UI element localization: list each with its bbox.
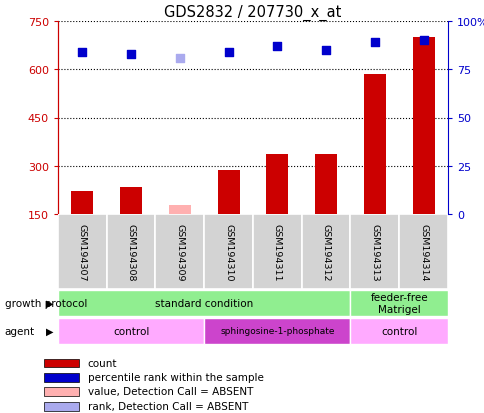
Bar <box>155 214 204 289</box>
Text: value, Detection Call = ABSENT: value, Detection Call = ABSENT <box>88 387 253 396</box>
Text: control: control <box>380 326 417 336</box>
Bar <box>350 214 398 289</box>
Bar <box>58 214 106 289</box>
Bar <box>363 75 385 214</box>
Text: sphingosine-1-phosphate: sphingosine-1-phosphate <box>220 327 334 336</box>
Bar <box>168 206 190 214</box>
Bar <box>58 290 350 316</box>
Point <box>273 44 281 50</box>
Point <box>224 50 232 56</box>
Bar <box>45 387 78 396</box>
Text: GSM194312: GSM194312 <box>321 223 330 280</box>
Text: GSM194307: GSM194307 <box>78 223 87 280</box>
Bar <box>350 290 447 316</box>
Text: control: control <box>113 326 149 336</box>
Text: feeder-free
Matrigel: feeder-free Matrigel <box>370 292 427 314</box>
Title: GDS2832 / 207730_x_at: GDS2832 / 207730_x_at <box>164 5 341 21</box>
Point <box>419 38 426 45</box>
Bar <box>253 214 301 289</box>
Text: ▶: ▶ <box>45 298 53 308</box>
Point <box>176 55 183 62</box>
Bar <box>398 214 447 289</box>
Bar <box>204 318 350 344</box>
Bar <box>71 191 93 214</box>
Point <box>370 40 378 46</box>
Text: agent: agent <box>5 326 35 336</box>
Text: GSM194308: GSM194308 <box>126 223 136 280</box>
Text: growth protocol: growth protocol <box>5 298 87 308</box>
Text: GSM194313: GSM194313 <box>370 223 378 280</box>
Bar <box>204 214 253 289</box>
Text: GSM194314: GSM194314 <box>418 223 427 280</box>
Text: rank, Detection Call = ABSENT: rank, Detection Call = ABSENT <box>88 401 248 411</box>
Text: percentile rank within the sample: percentile rank within the sample <box>88 372 263 382</box>
Bar <box>120 188 142 214</box>
Bar <box>266 155 288 214</box>
Bar <box>45 373 78 382</box>
Bar <box>58 318 204 344</box>
Bar <box>45 402 78 411</box>
Text: standard condition: standard condition <box>155 298 253 308</box>
Bar <box>301 214 350 289</box>
Text: GSM194310: GSM194310 <box>224 223 233 280</box>
Point <box>321 47 329 54</box>
Bar <box>106 214 155 289</box>
Point <box>78 50 86 56</box>
Bar <box>315 154 336 214</box>
Point <box>127 51 135 58</box>
Text: GSM194309: GSM194309 <box>175 223 184 280</box>
Text: count: count <box>88 358 117 368</box>
Text: GSM194311: GSM194311 <box>272 223 281 280</box>
Text: ▶: ▶ <box>45 326 53 336</box>
Bar <box>45 359 78 367</box>
Bar <box>412 38 434 214</box>
Bar <box>217 170 239 214</box>
Bar <box>350 318 447 344</box>
